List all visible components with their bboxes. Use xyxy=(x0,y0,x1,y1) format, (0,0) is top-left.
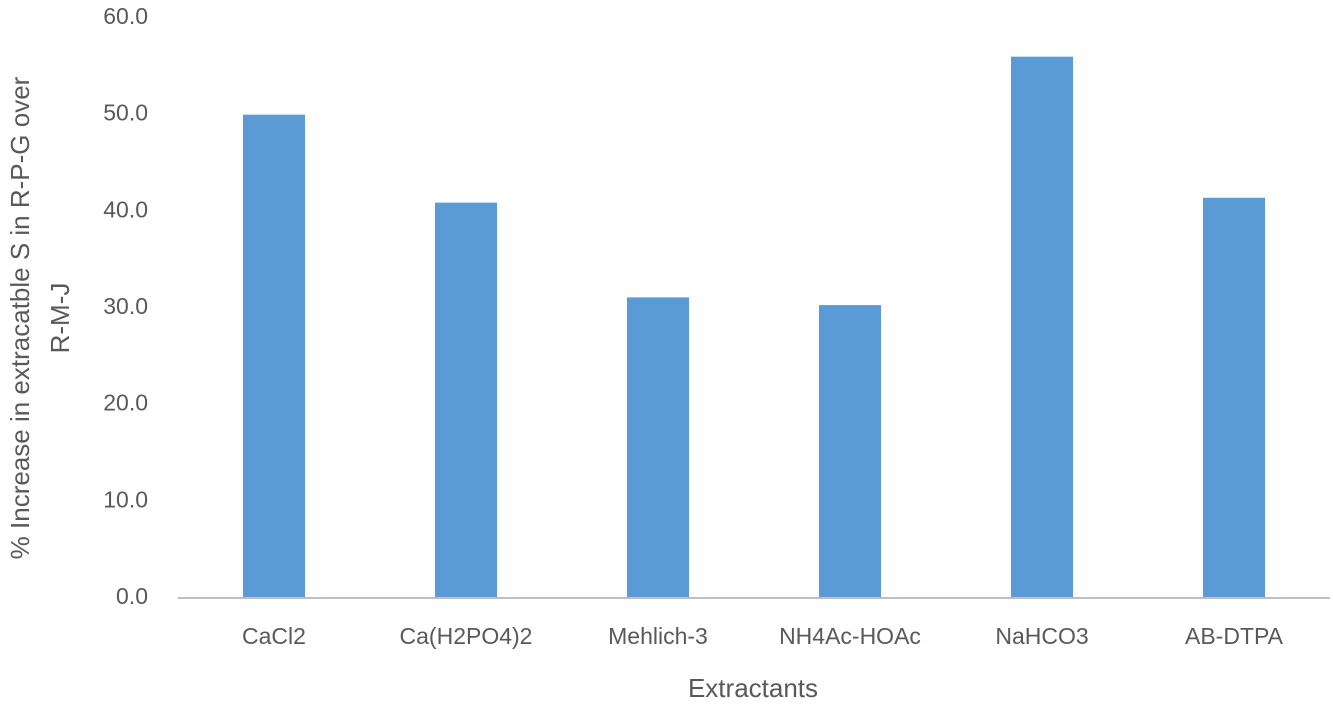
x-tick-label: Mehlich-3 xyxy=(608,623,708,649)
y-tick-label: 20.0 xyxy=(103,390,148,416)
y-tick-label: 0.0 xyxy=(116,583,148,609)
y-tick-label: 50.0 xyxy=(103,100,148,126)
y-axis-title-line: R-M-J xyxy=(45,283,75,354)
y-axis-title-line: % Increase in extracatble S in R-P-G ove… xyxy=(5,76,35,559)
y-tick-label: 60.0 xyxy=(103,3,148,29)
y-tick-label: 10.0 xyxy=(103,486,148,512)
bar xyxy=(819,305,881,598)
y-axis-title: % Increase in extracatble S in R-P-G ove… xyxy=(5,76,75,559)
x-tick-label: NH4Ac-HOAc xyxy=(779,623,921,649)
y-tick-label: 30.0 xyxy=(103,293,148,319)
x-axis-title: Extractants xyxy=(688,673,818,703)
y-tick-label: 40.0 xyxy=(103,196,148,222)
x-tick-label: Ca(H2PO4)2 xyxy=(400,623,533,649)
bar xyxy=(1203,197,1265,599)
bar xyxy=(627,297,689,598)
bar xyxy=(435,202,497,598)
bar xyxy=(1011,56,1073,598)
bar xyxy=(243,114,305,599)
x-tick-label: AB-DTPA xyxy=(1185,623,1284,649)
x-tick-label: CaCl2 xyxy=(242,623,306,649)
x-tick-label: NaHCO3 xyxy=(995,623,1088,649)
